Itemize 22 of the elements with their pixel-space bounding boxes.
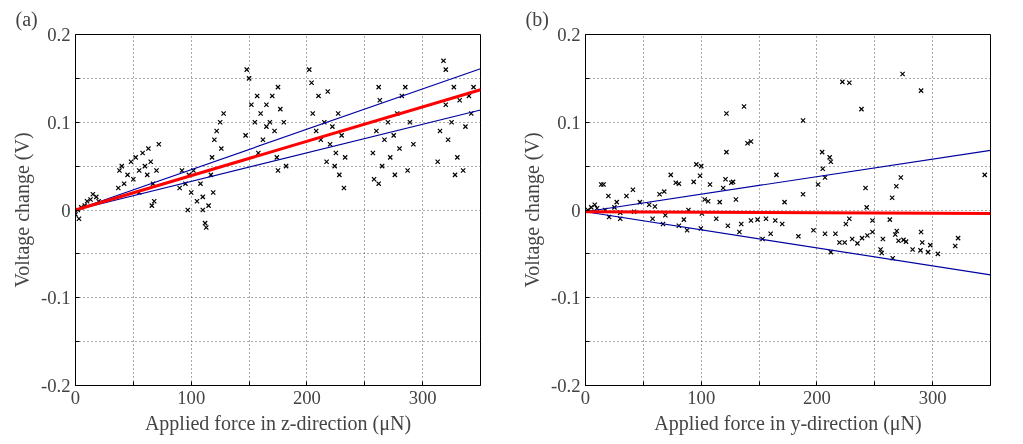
x-tick-label: 300 [408, 386, 437, 408]
y-tick-label: -0.1 [40, 287, 71, 309]
y-tick-label: 0.2 [47, 24, 71, 45]
y-tick-label: 0.1 [47, 111, 71, 133]
y-tick-label: -0.2 [550, 375, 581, 396]
y-tick-label: -0.1 [550, 287, 581, 309]
y-axis-title: Voltage change (V) [10, 132, 34, 288]
y-tick-label: 0.1 [557, 111, 581, 133]
x-tick-label: 100 [177, 386, 206, 408]
x-tick-label: 200 [292, 386, 321, 408]
x-tick-label: 200 [802, 386, 831, 408]
x-axis-title: Applied force in y-direction (μN) [654, 411, 922, 435]
y-tick-label: 0 [61, 199, 71, 221]
chart-title: (b) [525, 7, 549, 31]
y-axis-title: Voltage change (V) [520, 132, 544, 288]
x-axis-title: Applied force in z-direction (μN) [144, 411, 412, 435]
chart-title: (a) [15, 7, 38, 31]
x-tick-label: 300 [918, 386, 947, 408]
y-tick-label: -0.2 [40, 375, 71, 396]
y-tick-label: 0 [571, 199, 581, 221]
y-tick-label: 0.2 [557, 24, 581, 45]
x-tick-label: 100 [687, 386, 716, 408]
